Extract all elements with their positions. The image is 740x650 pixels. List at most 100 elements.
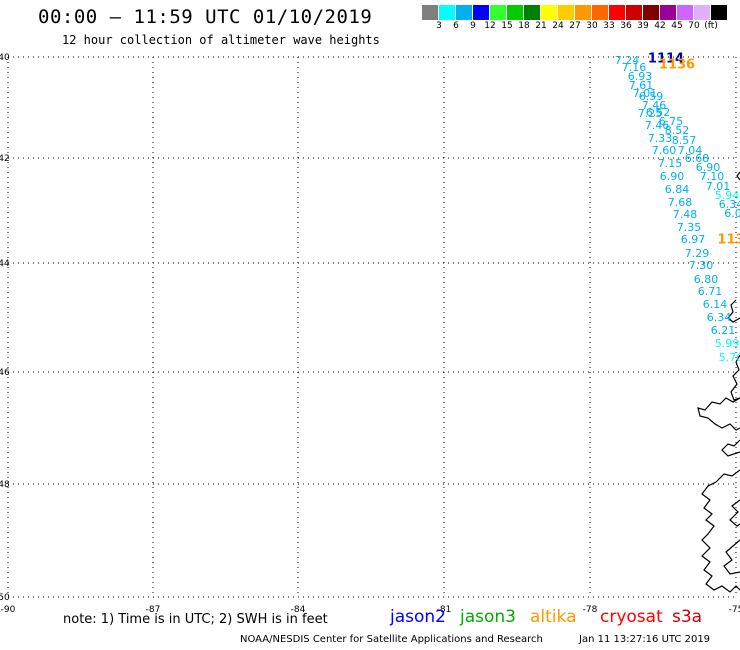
wave-height-reading: 6.34: [719, 198, 740, 211]
scale-label: (ft): [704, 21, 718, 31]
wave-height-reading: 6.75: [659, 115, 684, 128]
scale-label: 3: [436, 21, 442, 31]
scale-swatch: [592, 5, 609, 20]
latitude-label: 46: [0, 368, 10, 378]
satellite-label-jason2: jason2: [390, 607, 446, 627]
scale-swatch: [439, 5, 456, 20]
coastline-segment: [727, 299, 740, 323]
latitude-label: 50: [0, 593, 10, 603]
wave-height-reading: 7.29: [685, 247, 710, 260]
wave-height-reading: 7.01: [633, 87, 658, 100]
scale-swatch: [558, 5, 575, 20]
scale-label: 18: [518, 21, 530, 31]
scale-label: 12: [484, 21, 496, 31]
page-title: 00:00 – 11:59 UTC 01/10/2019: [38, 6, 373, 28]
satellite-label-jason3: jason3: [460, 607, 516, 627]
longitude-label: -90: [1, 605, 16, 615]
longitude-label: -75: [729, 605, 740, 615]
wave-height-reading: 6.0: [724, 207, 740, 220]
scale-swatch: [541, 5, 558, 20]
scale-swatch: [490, 5, 507, 20]
wave-height-reading: 8.57: [672, 134, 697, 147]
longitude-label: -87: [146, 605, 161, 615]
latitude-label: 44: [0, 259, 10, 269]
wave-height-reading: 7.01: [706, 180, 731, 193]
scale-label: 9: [470, 21, 476, 31]
wave-height-reading: 6.59: [639, 90, 664, 103]
scale-swatch: [626, 5, 643, 20]
satellite-label-cryosat: cryosat: [600, 607, 663, 627]
scale-swatch: [473, 5, 490, 20]
wave-height-reading: 7.30: [689, 259, 714, 272]
wave-height-reading: 6.14: [703, 298, 728, 311]
coastline: [697, 171, 740, 593]
wave-height-reading: 7.46: [642, 99, 667, 112]
scale-swatch: [609, 5, 626, 20]
wave-height-reading: 7.35: [677, 221, 702, 234]
credit-text: NOAA/NESDIS Center for Satellite Applica…: [240, 634, 543, 645]
wave-height-reading: 6.93: [628, 70, 653, 83]
wave-height-reading: 113: [717, 233, 740, 248]
wave-height-reading: 7.10: [700, 170, 725, 183]
latitude-label: 40: [0, 53, 10, 63]
scale-label: 42: [654, 21, 666, 31]
scale-label: 45: [671, 21, 683, 31]
longitude-labels: -90 -87 -84 -81 -78 -75: [1, 605, 740, 615]
wave-height-reading: 5.99: [715, 337, 740, 350]
units-note: note: 1) Time is in UTC; 2) SWH is in fe…: [63, 612, 328, 627]
coastline-segment: [729, 499, 740, 527]
scale-label: 27: [569, 21, 581, 31]
coastline-segment: [723, 539, 740, 575]
wave-height-reading: 8.52: [665, 124, 690, 137]
coastline-segment: [736, 171, 740, 181]
scale-swatch: [507, 5, 524, 20]
wave-height-reading: 6.97: [681, 233, 706, 246]
wave-height-reading: 5.70: [719, 351, 740, 364]
wave-height-reading: 7.46: [645, 119, 670, 132]
longitude-label: -84: [291, 605, 306, 615]
scale-label: 6: [453, 21, 459, 31]
scale-swatch: [711, 5, 728, 20]
scale-swatch: [677, 5, 694, 20]
longitude-label: -78: [583, 605, 598, 615]
scale-label: 33: [603, 21, 615, 31]
wave-height-reading: 6.34: [707, 311, 732, 324]
wave-height-reading: 7.25: [638, 107, 663, 120]
satellite-label-s3a: s3a: [672, 607, 703, 627]
scale-swatch: [524, 5, 541, 20]
scale-swatch: [694, 5, 711, 20]
wave-height-observations: 7.247.166.937.617.016.597.467.256.526.75…: [615, 52, 740, 365]
coastline-segment: [701, 469, 740, 593]
wave-height-reading: 7.04: [678, 144, 703, 157]
latitude-label: 42: [0, 154, 10, 164]
wave-height-reading: 7.68: [668, 196, 693, 209]
wave-height-reading: 7.61: [629, 79, 654, 92]
wave-height-reading: 5.94: [715, 189, 740, 202]
wave-height-reading: 6.52: [646, 106, 671, 119]
latitude-labels: 40 42 44 46 48 50: [0, 53, 10, 603]
wave-height-color-scale: 3 6 9 12 15 18 21 24 27 30 33 36 39 42 45 70 (ft): [422, 5, 728, 31]
generated-timestamp: Jan 11 13:27:16 UTC 2019: [579, 634, 711, 645]
scale-label: 30: [586, 21, 598, 31]
map-grid: [7, 56, 737, 598]
scale-swatch: [422, 5, 439, 20]
coastline-segment: [697, 397, 740, 431]
wave-height-reading: 7.16: [622, 61, 647, 74]
latitude-label: 48: [0, 480, 10, 490]
wave-height-reading: 7.48: [673, 208, 698, 221]
wave-height-reading: 7.33: [648, 132, 673, 145]
scale-label: 24: [552, 21, 564, 31]
wave-height-reading: 7.60: [652, 144, 677, 157]
page-subtitle: 12 hour collection of altimeter wave hei…: [62, 33, 380, 47]
wave-height-reading: 6.84: [665, 183, 690, 196]
satellite-label-altika: altika: [530, 607, 577, 627]
wave-height-reading: 6.90: [660, 170, 685, 183]
wave-height-reading: 7.15: [658, 157, 683, 170]
wave-height-reading: 6.80: [694, 273, 719, 286]
scale-label: 15: [501, 21, 513, 31]
coastline-segment: [721, 439, 740, 457]
scale-label: 21: [535, 21, 547, 31]
scale-swatch: [643, 5, 660, 20]
coastline-segment: [730, 354, 740, 401]
